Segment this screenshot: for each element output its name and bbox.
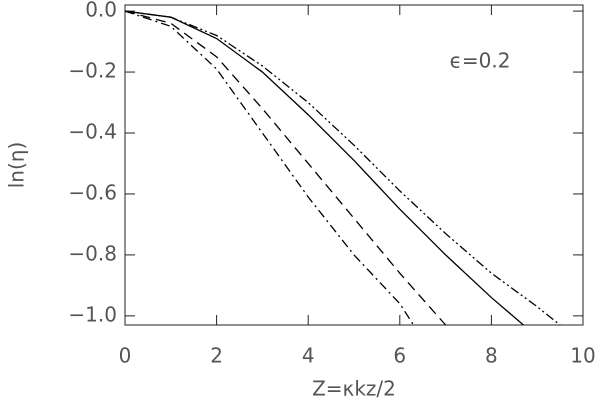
- x-axis-label: Z=κkz/2: [312, 377, 396, 401]
- line: [124, 10, 415, 326]
- line: [124, 10, 561, 326]
- annotation: ϵ=0.2: [450, 49, 511, 73]
- x-tick-label: 4: [302, 344, 315, 368]
- y-axis-label: ln(η): [5, 142, 29, 189]
- x-tick-label: 8: [485, 344, 498, 368]
- y-tick-label: −0.2: [68, 59, 117, 83]
- y-tick-label: −0.4: [68, 120, 117, 144]
- x-tick-label: 10: [570, 344, 595, 368]
- line: [124, 10, 524, 326]
- y-tick-label: −1.0: [68, 302, 117, 326]
- x-tick-label: 0: [119, 344, 132, 368]
- x-tick-label: 2: [210, 344, 223, 368]
- y-tick-label: 0.0: [85, 0, 117, 22]
- y-tick-label: −0.6: [68, 180, 117, 204]
- y-tick-label: −0.8: [68, 241, 117, 265]
- line: [124, 10, 447, 326]
- plot-frame: [124, 4, 584, 326]
- x-tick-label: 6: [393, 344, 406, 368]
